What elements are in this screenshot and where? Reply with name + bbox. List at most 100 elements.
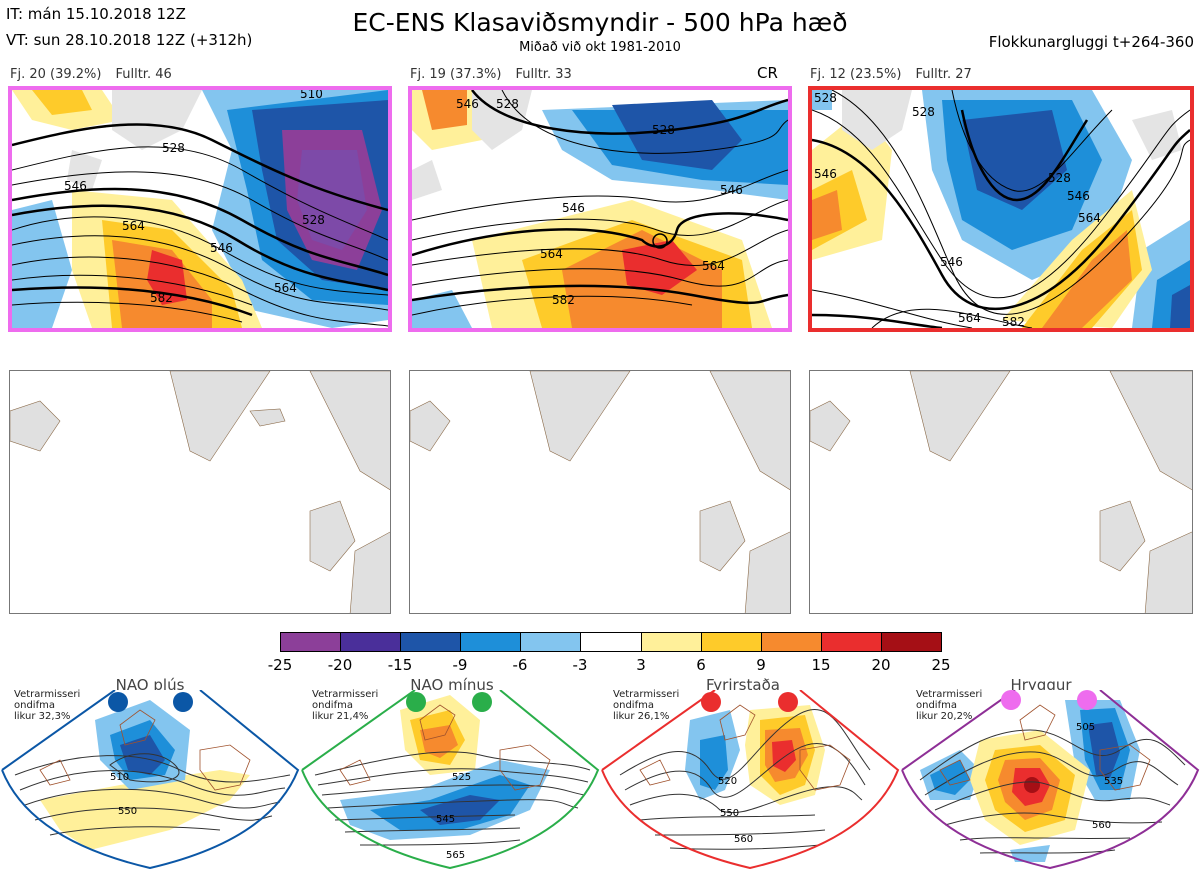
- cluster-2-members: Fulltr. 33: [515, 67, 572, 82]
- colorbar-swatch-3: [401, 633, 462, 651]
- regime-1-marker-left: [108, 692, 128, 712]
- colorbar-swatch-5: [521, 633, 582, 651]
- cluster-2-contour-label-1: 546: [456, 97, 479, 111]
- classification-window: Flokkunargluggi t+264-360: [988, 33, 1194, 51]
- colorbar-tick-9: 9: [756, 656, 766, 674]
- regime-2-note-line2: ondifma: [312, 700, 353, 711]
- initial-time: IT: mán 15.10.2018 12Z: [6, 5, 186, 23]
- cluster-2-contour-label-5: 546: [720, 183, 743, 197]
- regime-1-map: 510 550: [1, 690, 300, 870]
- cluster-3-label: Fj. 12 (23.5%) Fulltr. 27: [810, 67, 986, 82]
- cluster-1-name: Fj. 20 (39.2%): [10, 67, 102, 82]
- cluster-1-contour-label-7: 528: [302, 213, 325, 227]
- cluster-1-map: 510 528 546 546 564 582 528 564: [8, 86, 392, 332]
- cluster-2-name: Fj. 19 (37.3%): [410, 67, 502, 82]
- colorbar: [280, 632, 942, 652]
- colorbar-tick-5: -6: [512, 656, 528, 674]
- cluster-3-contour-label-2: 528: [912, 105, 935, 119]
- cluster-2-tag: CR: [757, 64, 778, 82]
- cluster-1-label: Fj. 20 (39.2%) Fulltr. 46: [10, 67, 186, 82]
- cluster-3-map-svg: 528 528 546 528 546 564 564 582 546: [812, 90, 1190, 328]
- cluster-3-contour-label-3: 546: [814, 167, 837, 181]
- cluster-1-contour-label-6: 582: [150, 291, 173, 305]
- regime-3-contour-label-2: 550: [720, 808, 739, 819]
- regime-4-marker-right: [1077, 690, 1097, 710]
- regime-4-note: Vetrarmisseri ondifma likur 20,2%: [916, 689, 982, 722]
- regime-4-contour-label-2: 535: [1104, 776, 1123, 787]
- cluster-3-name: Fj. 12 (23.5%): [810, 67, 902, 82]
- cluster-2-map: 546 528 528 546 546 564 564 582: [408, 86, 792, 332]
- cluster-1-members: Fulltr. 46: [115, 67, 172, 82]
- regime-4-marker-left: [1001, 690, 1021, 710]
- regime-2-contour-label-3: 565: [446, 850, 465, 861]
- regime-4-note-line2: ondifma: [916, 700, 957, 711]
- colorbar-tick-3: -15: [387, 656, 413, 674]
- regime-1-note-line1: Vetrarmisseri: [14, 689, 81, 700]
- colorbar-swatch-9: [761, 633, 822, 651]
- colorbar-swatch-1: [281, 633, 342, 651]
- valid-time: VT: sun 28.10.2018 12Z (+312h): [6, 31, 253, 49]
- cluster-2-contour-label-3: 528: [652, 123, 675, 137]
- regime-3-marker-left: [701, 692, 721, 712]
- cluster-2-contour-label-4: 546: [562, 201, 585, 215]
- regime-3-note: Vetrarmisseri ondifma likur 26,1%: [613, 689, 679, 722]
- cluster-1-map-svg: 510 528 546 546 564 582 528 564: [12, 90, 388, 328]
- regime-4-note-line1: Vetrarmisseri: [916, 689, 983, 700]
- regime-2-marker-left: [406, 692, 426, 712]
- cluster-2-map-svg: 546 528 528 546 546 564 564 582: [412, 90, 788, 328]
- regime-2-title: NAO mínus: [410, 676, 494, 694]
- regime-2-note-line1: Vetrarmisseri: [312, 689, 379, 700]
- regime-3-map: 520 550 560: [601, 690, 900, 870]
- colorbar-swatch-2: [341, 633, 402, 651]
- colorbar-swatch-11: [881, 633, 942, 651]
- empty-map-2: [409, 370, 791, 614]
- cluster-3-contour-label-1: 528: [814, 91, 837, 105]
- colorbar-tick-11: 20: [871, 656, 891, 674]
- colorbar-swatch-7: [641, 633, 702, 651]
- regime-3-note-line1: Vetrarmisseri: [613, 689, 680, 700]
- cluster-3-members: Fulltr. 27: [915, 67, 972, 82]
- page-subtitle: Miðað við okt 1981-2010: [519, 40, 681, 55]
- regime-3-marker-right: [778, 692, 798, 712]
- regime-2-map: 525 545 565: [301, 690, 600, 870]
- regime-1-contour-label-2: 550: [118, 806, 137, 817]
- empty-map-3: [809, 370, 1193, 614]
- regime-1-contour-label-1: 510: [110, 772, 129, 783]
- cluster-1-contour-label-1: 510: [300, 90, 323, 101]
- cluster-3-contour-label-7: 564: [958, 311, 981, 325]
- cluster-2-contour-label-7: 564: [702, 259, 725, 273]
- colorbar-tick-6: -3: [572, 656, 588, 674]
- cluster-1-contour-label-5: 564: [122, 219, 145, 233]
- cluster-3-map: 528 528 546 528 546 564 564 582 546: [808, 86, 1194, 332]
- regime-3-contour-label-1: 520: [718, 776, 737, 787]
- regime-4-contour-label-1: 505: [1076, 722, 1095, 733]
- colorbar-swatch-8: [701, 633, 762, 651]
- page-title: EC-ENS Klasaviðsmyndir - 500 hPa hæð: [352, 8, 848, 37]
- colorbar-tick-10: 15: [811, 656, 831, 674]
- colorbar-swatch-6: [581, 633, 642, 651]
- regime-3-note-line3: likur 26,1%: [613, 711, 670, 722]
- regime-2-marker-right: [472, 692, 492, 712]
- colorbar-tick-4: -9: [452, 656, 468, 674]
- cluster-3-contour-label-5: 546: [1067, 189, 1090, 203]
- regime-3-title: Fyrirstaða: [706, 676, 780, 694]
- regime-1-title: NAO plús: [115, 676, 185, 694]
- colorbar-swatch-4: [461, 633, 522, 651]
- colorbar-tick-2: -20: [327, 656, 353, 674]
- regime-2-note-line3: likur 21,4%: [312, 711, 369, 722]
- cluster-2-contour-label-2: 528: [496, 97, 519, 111]
- colorbar-swatch-10: [821, 633, 882, 651]
- cluster-3-contour-label-9: 546: [940, 255, 963, 269]
- colorbar-tick-12: 25: [931, 656, 951, 674]
- regime-4-map: 505 535 560: [901, 690, 1200, 870]
- cluster-3-contour-label-8: 582: [1002, 315, 1025, 328]
- cluster-3-contour-label-4: 528: [1048, 171, 1071, 185]
- cluster-1-contour-label-8: 564: [274, 281, 297, 295]
- regime-4-title: Hryggur: [1010, 676, 1072, 694]
- colorbar-tick-1: -25: [267, 656, 293, 674]
- regime-2-note: Vetrarmisseri ondifma likur 21,4%: [312, 689, 378, 722]
- regime-2-contour-label-2: 545: [436, 814, 455, 825]
- regime-1-marker-right: [173, 692, 193, 712]
- colorbar-tick-8: 6: [696, 656, 706, 674]
- cluster-3-contour-label-6: 564: [1078, 211, 1101, 225]
